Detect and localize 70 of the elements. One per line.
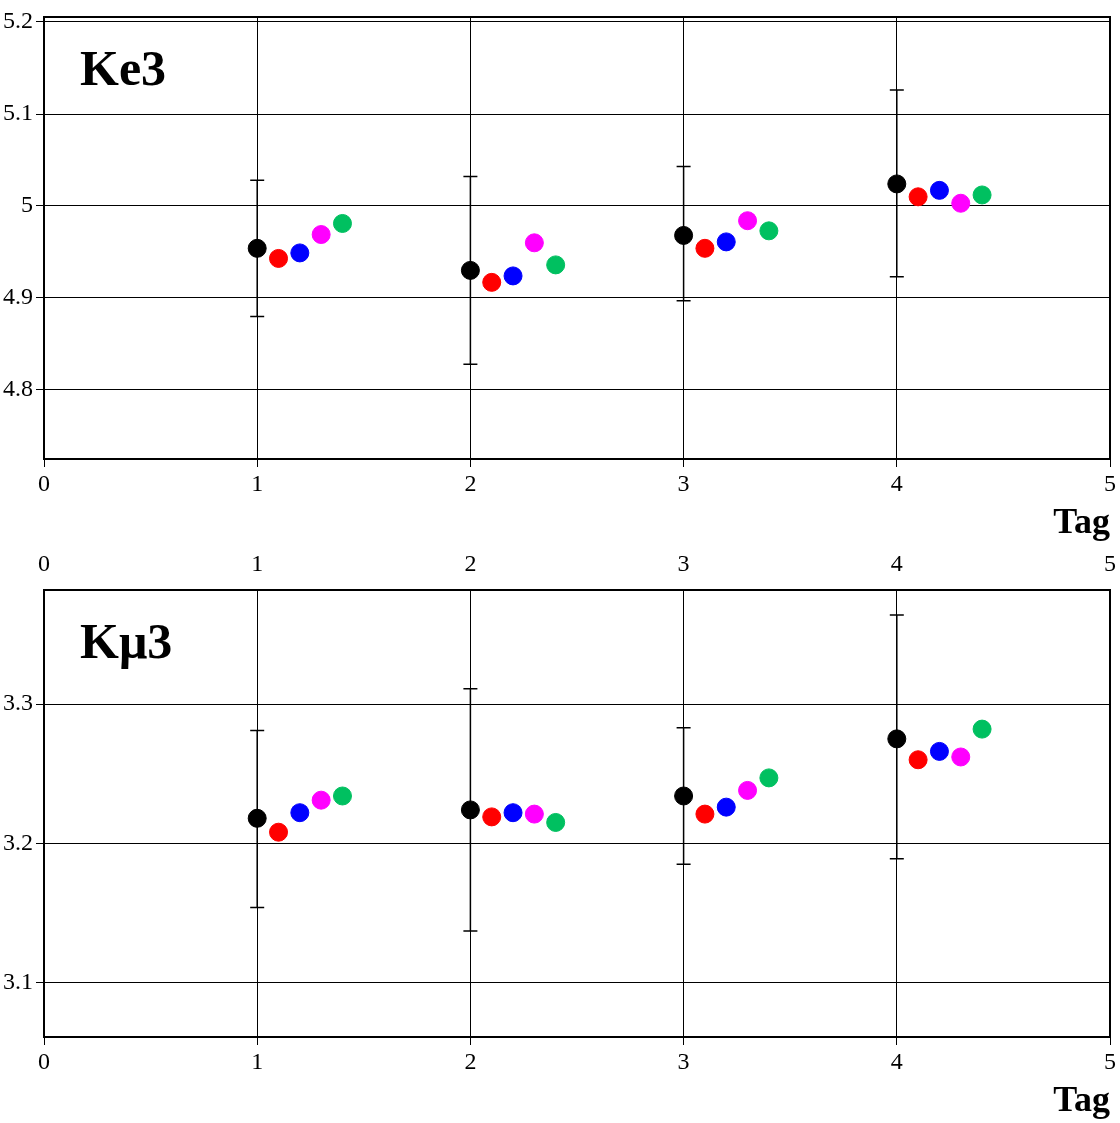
point [269,822,289,842]
y-tick-label: 5 [21,191,33,218]
point [929,180,949,200]
x-tick-label: 5 [1104,469,1116,496]
point [311,225,331,245]
point [332,213,352,233]
y-tick-label: 4.8 [3,375,33,402]
point [332,786,352,806]
x-tick-label: 0 [38,469,50,496]
x2-tick-label: 1 [251,1047,264,1074]
point [269,248,289,268]
x2-tick-label: 4 [890,1047,903,1074]
point [674,225,694,245]
point [716,797,736,817]
point [503,266,523,286]
y-tick-label: 5.2 [3,7,33,34]
x2-tick-label: 0 [38,1047,50,1074]
x-tick-label: 0 [38,549,50,576]
text: Ke3 [80,40,167,97]
point [951,747,971,767]
x-tick-label: 2 [464,469,477,496]
x-axis-title: Tag [1053,500,1110,541]
point [716,232,736,252]
x-tick-label: 4 [890,549,903,576]
point [674,786,694,806]
x-axis-title: Tag [1053,1078,1110,1119]
x-tick-label: 2 [464,549,477,576]
x-tick-label: 3 [677,549,690,576]
point [503,803,523,823]
point [290,803,310,823]
y-tick-label: 3.2 [3,828,33,855]
point [460,260,480,280]
x2-tick-label: 3 [677,1047,690,1074]
point [247,238,267,258]
x-tick-label: 1 [251,469,264,496]
y-tick-label: 3.1 [3,967,33,994]
point [972,185,992,205]
point [482,272,502,292]
point [290,243,310,263]
point [908,187,928,207]
point [695,238,715,258]
point [908,750,928,770]
y-tick-label: 4.9 [3,283,33,310]
point [247,808,267,828]
y-tick-label: 3.3 [3,689,33,716]
point [524,804,544,824]
point [887,729,907,749]
text: Kμ3 [80,612,173,669]
point [759,768,779,788]
point [972,719,992,739]
x-tick-label: 5 [1104,549,1116,576]
point [759,221,779,241]
x-tick-label: 4 [890,469,903,496]
x2-tick-label: 2 [464,1047,477,1074]
point [929,741,949,761]
y-tick-label: 5.1 [3,99,33,126]
point [546,255,566,275]
point [695,804,715,824]
x-tick-label: 1 [251,549,264,576]
point [887,174,907,194]
point [311,790,331,810]
x-tick-label: 3 [677,469,690,496]
point [546,812,566,832]
point [738,211,758,231]
point [460,800,480,820]
point [738,780,758,800]
point [482,807,502,827]
x2-tick-label: 5 [1104,1047,1116,1074]
point [951,193,971,213]
point [524,233,544,253]
